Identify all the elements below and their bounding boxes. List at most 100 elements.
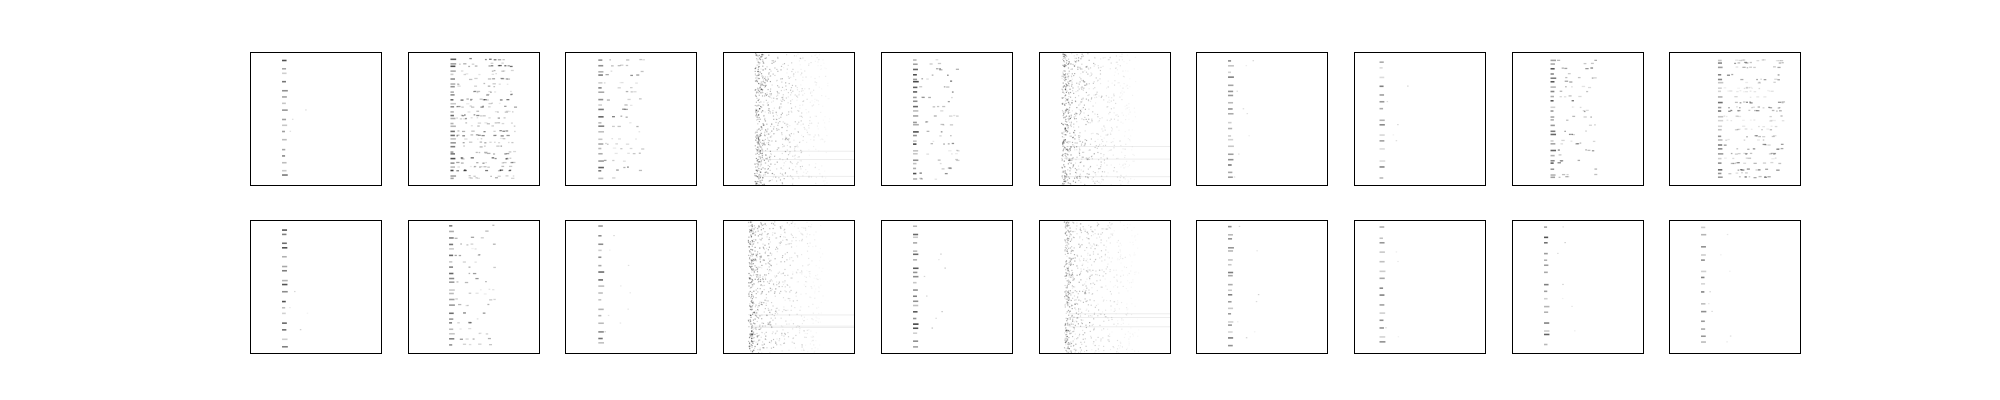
heatmap-cell <box>1701 328 1706 330</box>
heatmap-cell <box>789 152 791 154</box>
heatmap-cell <box>770 264 772 266</box>
heatmap-cell <box>470 247 474 250</box>
heatmap-cell <box>1121 346 1123 348</box>
heatmap-cell <box>1090 315 1092 317</box>
heatmap-cell <box>775 118 777 120</box>
heatmap-cell <box>813 282 814 283</box>
heatmap-cell <box>1097 168 1099 170</box>
heatmap-cell <box>808 175 810 177</box>
heatmap-cell <box>598 342 605 344</box>
heatmap-cell <box>764 144 766 146</box>
heatmap-cell <box>1075 106 1077 109</box>
heatmap-cell <box>1097 121 1099 123</box>
heatmap-cell <box>510 69 514 72</box>
heatmap-cell <box>1392 134 1394 136</box>
heatmap-cell <box>294 290 296 293</box>
heatmap-cell <box>598 143 604 145</box>
heatmap-cell <box>1077 299 1079 301</box>
heatmap-cell <box>1228 263 1232 266</box>
heatmap-cell <box>779 344 782 346</box>
heatmap-cell <box>1228 101 1234 104</box>
heatmap-cell <box>1067 92 1069 94</box>
heatmap-cell <box>752 295 754 297</box>
heatmap-cell <box>1069 230 1071 232</box>
heatmap-cell <box>1228 90 1234 93</box>
heatmap-cell <box>764 81 766 83</box>
heatmap-cell <box>758 99 760 101</box>
heatmap-cell <box>768 243 770 245</box>
heatmap-cell <box>789 125 791 127</box>
heatmap-cell <box>450 125 456 128</box>
heatmap-cell <box>825 151 828 154</box>
heatmap-cell <box>1069 149 1071 152</box>
heatmap-cell <box>777 147 779 149</box>
heatmap-cell <box>816 125 819 127</box>
heatmap-cell <box>758 143 760 145</box>
heatmap-cell <box>819 260 820 261</box>
heatmap-cell <box>1064 118 1066 120</box>
heatmap-cell <box>771 140 774 142</box>
heatmap-cell <box>751 279 754 281</box>
heatmap-cell <box>760 164 763 166</box>
heatmap-cell <box>751 325 754 327</box>
heatmap-cell <box>1134 272 1135 273</box>
heatmap-cell <box>1073 138 1075 140</box>
heatmap-cell <box>448 328 453 331</box>
heatmap-cell <box>1068 257 1070 259</box>
heatmap-cell <box>1130 327 1131 328</box>
heatmap-cell <box>1126 290 1128 292</box>
heatmap-cell <box>820 248 821 249</box>
heatmap-cell <box>751 331 753 333</box>
heatmap-cell <box>925 121 929 123</box>
heatmap-cell <box>811 91 813 93</box>
heatmap-cell <box>1072 257 1074 259</box>
heatmap-cell <box>505 175 509 177</box>
heatmap-cell <box>511 141 514 144</box>
heatmap-cell <box>756 152 759 154</box>
heatmap-cell <box>1065 238 1068 240</box>
heatmap-cell <box>481 134 485 137</box>
heatmap-cell <box>1132 335 1133 336</box>
heatmap-panel-r0-c5 <box>1038 52 1171 186</box>
heatmap-cell <box>607 143 609 145</box>
heatmap-cell <box>1115 171 1118 173</box>
heatmap-cell <box>756 160 758 162</box>
heatmap-cell <box>1063 64 1065 66</box>
heatmap-cell <box>1063 296 1065 298</box>
heatmap-cell <box>1104 316 1107 318</box>
heatmap-cell <box>630 147 633 150</box>
heatmap-cell <box>1067 270 1069 272</box>
heatmap-cell <box>775 248 777 250</box>
heatmap-cell <box>758 62 761 64</box>
heatmap-cell <box>758 94 760 96</box>
heatmap-cell <box>769 179 771 182</box>
heatmap-cell <box>1064 284 1066 287</box>
heatmap-cell <box>1568 95 1572 97</box>
heatmap-cell <box>1060 175 1063 178</box>
heatmap-cell <box>793 139 795 141</box>
heatmap-cell <box>775 310 777 313</box>
heatmap-cell <box>757 87 759 89</box>
heatmap-cell <box>777 313 779 315</box>
heatmap-cell <box>1063 166 1065 168</box>
heatmap-cell <box>1122 165 1123 166</box>
heatmap-cell <box>1126 274 1128 276</box>
heatmap-cell <box>1071 141 1073 144</box>
heatmap-cell <box>750 306 752 308</box>
heatmap-cell <box>912 289 918 291</box>
heatmap-cell <box>1067 342 1069 344</box>
heatmap-cell <box>1756 78 1759 81</box>
heatmap-cell <box>760 222 762 224</box>
heatmap-cell <box>1120 175 1122 177</box>
heatmap-cell <box>487 106 491 108</box>
heatmap-cell <box>926 130 930 132</box>
heatmap-cell <box>1228 307 1234 310</box>
heatmap-cell <box>804 70 806 72</box>
heatmap-cell <box>1072 345 1074 347</box>
heatmap-cell <box>1064 76 1066 78</box>
heatmap-cell <box>1075 222 1078 224</box>
heatmap-cell <box>1379 134 1385 136</box>
heatmap-cell <box>613 235 616 237</box>
heatmap-cell <box>1097 348 1099 350</box>
heatmap-cell <box>951 142 954 145</box>
